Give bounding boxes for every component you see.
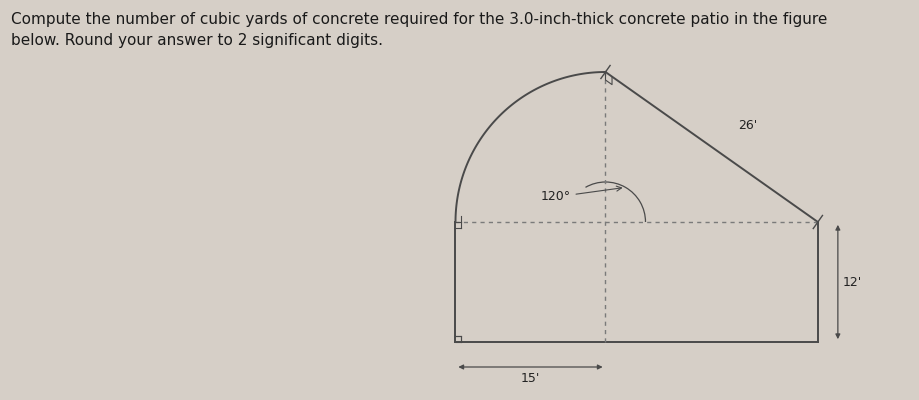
Text: Compute the number of cubic yards of concrete required for the 3.0-inch-thick co: Compute the number of cubic yards of con… <box>11 12 827 48</box>
Text: 15': 15' <box>521 372 540 385</box>
Text: 26': 26' <box>738 119 757 132</box>
Text: 12': 12' <box>843 276 862 288</box>
Text: 120°: 120° <box>540 186 621 204</box>
